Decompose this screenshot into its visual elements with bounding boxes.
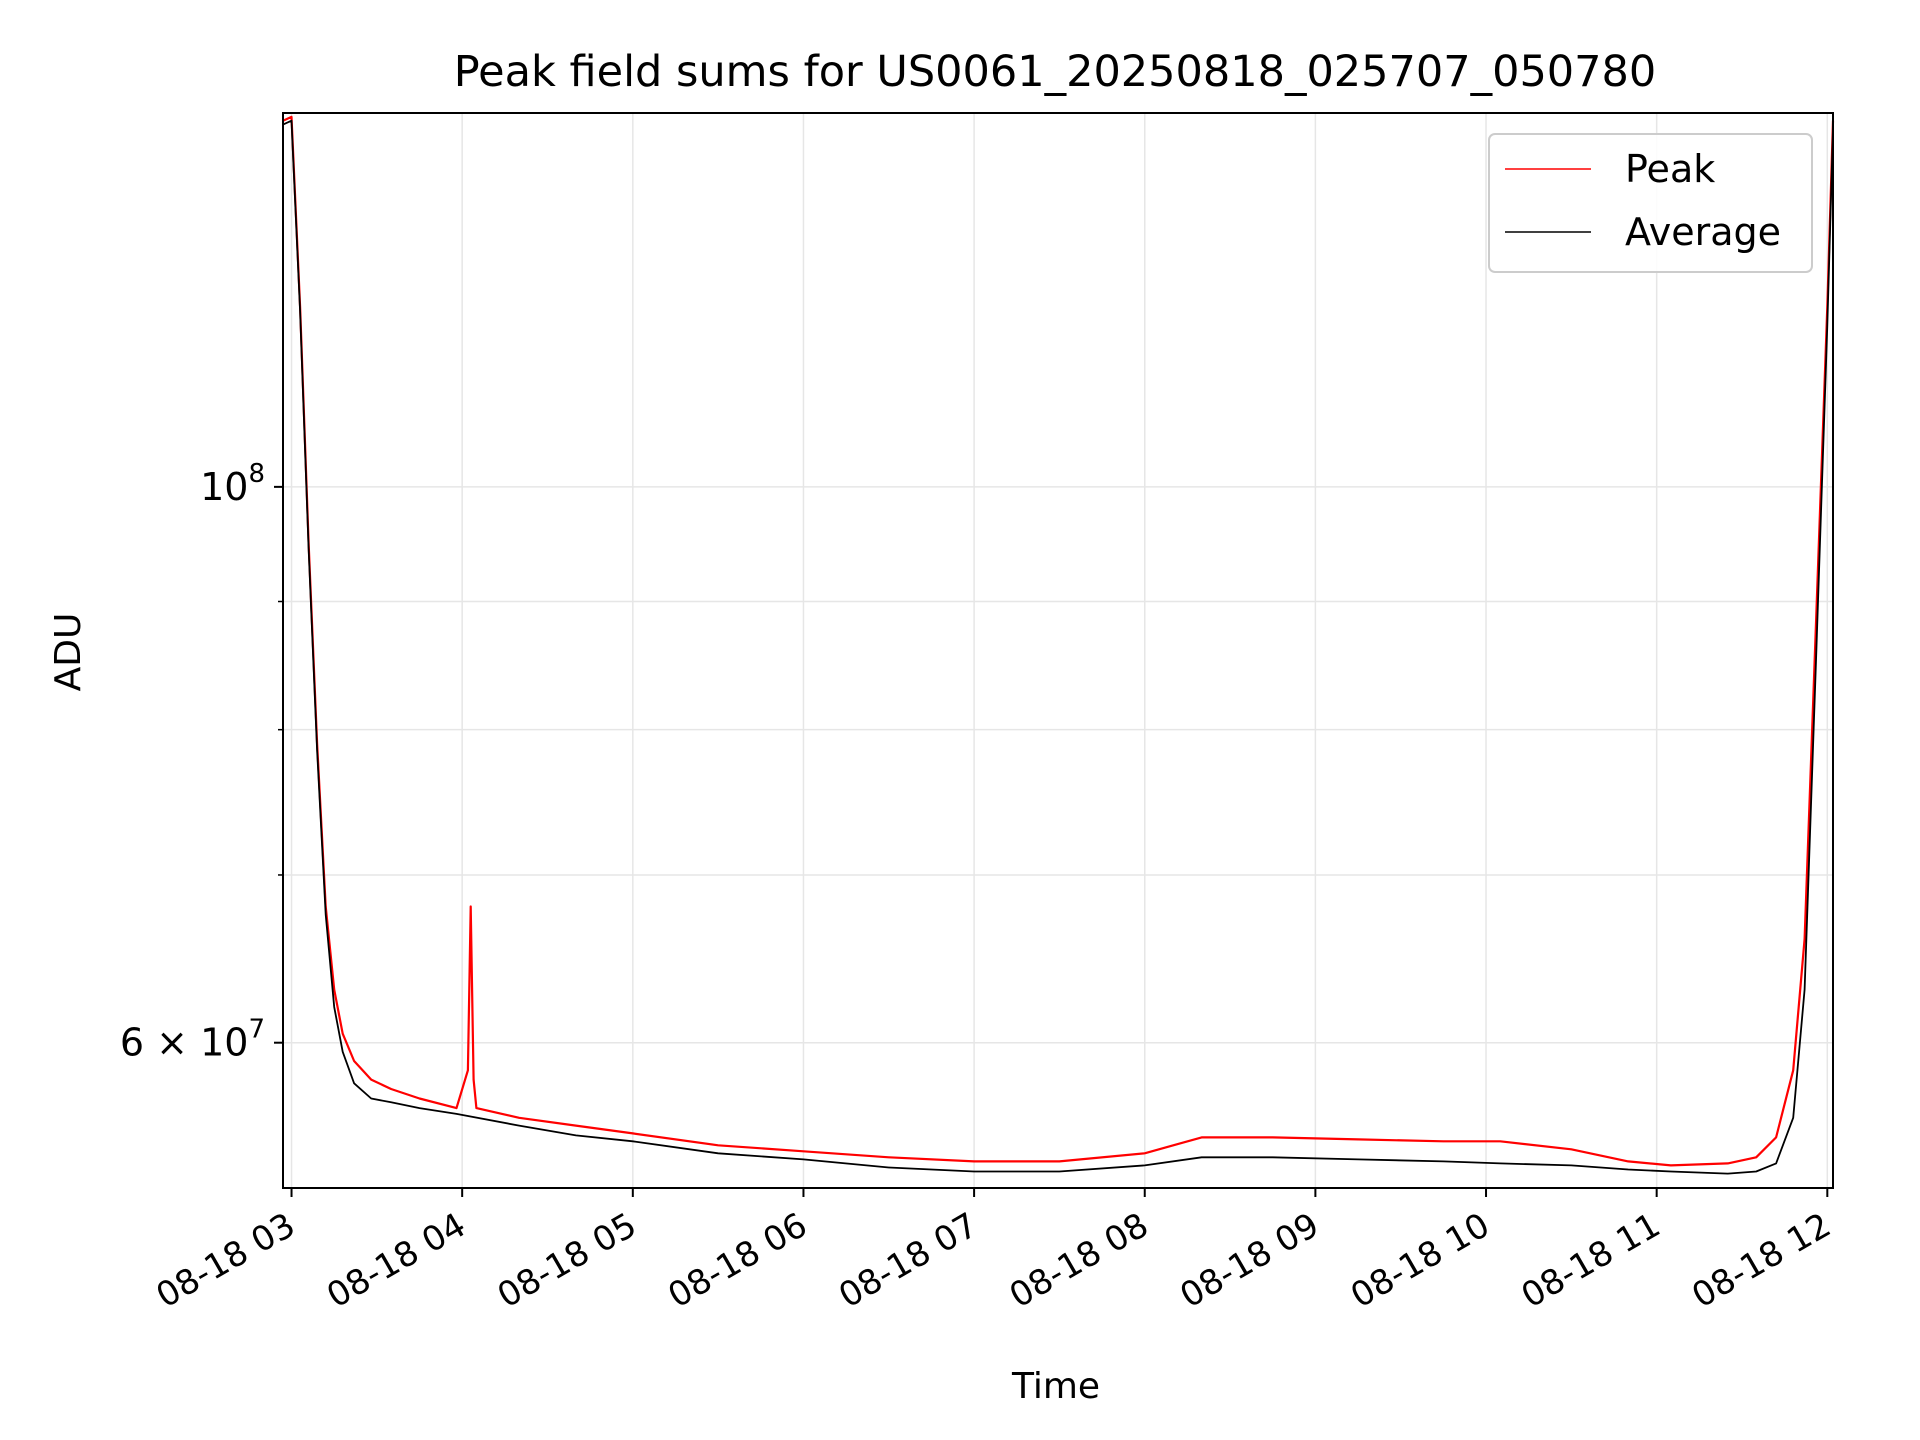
grid bbox=[283, 113, 1833, 1188]
legend: Peak Average bbox=[1488, 133, 1813, 273]
y-tick-label: 6 × 107 bbox=[120, 1015, 265, 1065]
series-line-peak bbox=[282, 115, 1835, 1167]
legend-label-peak: Peak bbox=[1625, 147, 1715, 191]
y-axis: 108 6 × 107 bbox=[120, 459, 283, 1065]
plot-frame bbox=[282, 112, 1834, 1189]
x-axis-label: Time bbox=[1011, 1366, 1100, 1407]
series-group bbox=[282, 115, 1835, 1175]
y-tick-label: 108 bbox=[200, 459, 265, 509]
y-axis-label: ADU bbox=[48, 613, 89, 692]
legend-label-average: Average bbox=[1625, 210, 1781, 254]
series-line-average bbox=[282, 119, 1834, 1175]
chart-title: Peak field sums for US0061_20250818_0257… bbox=[454, 47, 1657, 97]
